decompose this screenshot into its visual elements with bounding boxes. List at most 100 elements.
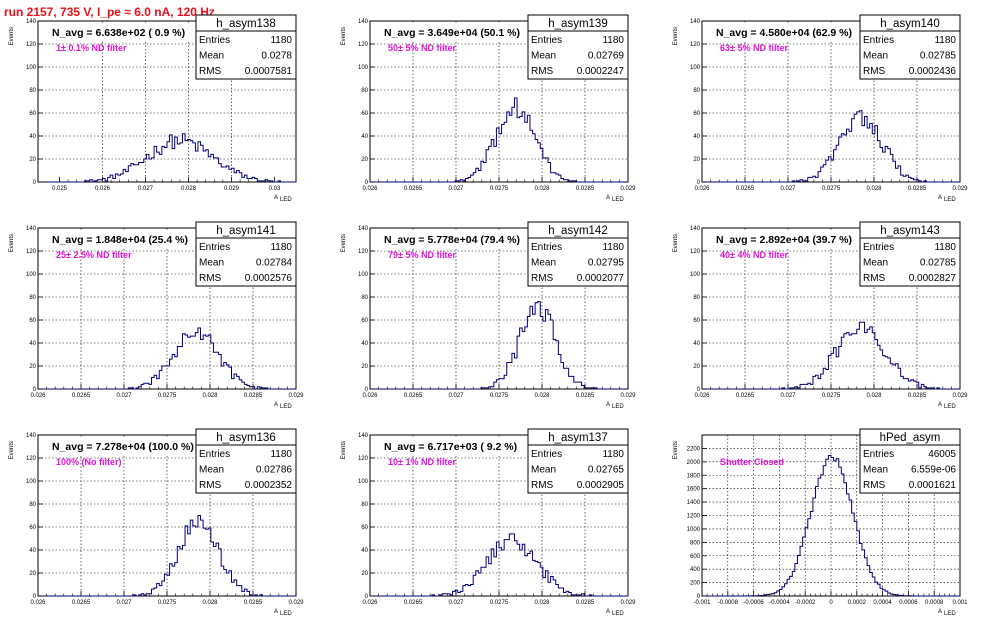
- x-tick-label: 0.026: [362, 600, 378, 606]
- x-tick-label: 0.027: [780, 186, 796, 192]
- y-tick-label: 80: [29, 295, 36, 301]
- y-tick-label: 60: [29, 111, 36, 117]
- x-tick-label: 0.029: [620, 186, 636, 192]
- x-axis-label-sub: LED: [280, 611, 292, 617]
- y-tick-label: 40: [693, 134, 700, 140]
- filter-label: 63± 5% ND filter: [720, 43, 788, 53]
- x-tick-label: 0.0275: [490, 186, 509, 192]
- x-tick-label: 0.0275: [490, 600, 509, 606]
- stats-key: Mean: [199, 465, 224, 476]
- stats-title: hPed_asym: [880, 432, 941, 444]
- stats-key: Mean: [199, 258, 224, 269]
- stats-key: RMS: [863, 273, 886, 284]
- filter-label: 25± 2.5% ND filter: [56, 250, 132, 260]
- y-tick-label: 2200: [687, 446, 701, 452]
- histogram-line: [702, 321, 960, 390]
- y-tick-label: 100: [26, 479, 37, 485]
- stats-key: Entries: [531, 35, 562, 46]
- navg-label: N_avg = 7.278e+04 (100.0 %): [52, 441, 194, 453]
- panel-h_asym138: 0.025 0.026 0.027 0.028 0.029 0.03 0 20 40 60 80 10…: [9, 14, 297, 203]
- x-tick-label: 0.026: [694, 393, 710, 399]
- x-tick-label: 0.001: [952, 600, 968, 606]
- filter-label: 40± 4% ND filter: [720, 250, 788, 260]
- navg-box: [714, 230, 886, 247]
- stats-key: Entries: [531, 449, 562, 460]
- stats-key: Mean: [531, 258, 556, 269]
- stats-value: 0.0001621: [909, 480, 957, 491]
- filter-label: 1± 0.1% ND filter: [56, 43, 127, 53]
- y-tick-label: 20: [29, 157, 36, 163]
- y-tick-label: 0: [365, 387, 369, 393]
- x-tick-label: 0.0265: [736, 186, 755, 192]
- x-axis-label: A: [938, 402, 942, 408]
- stats-key: Mean: [531, 51, 556, 62]
- x-axis-label: A: [274, 195, 278, 201]
- y-tick-label: 140: [26, 19, 37, 25]
- filter-label: 79± 5% ND filter: [388, 250, 456, 260]
- y-tick-label: 0: [697, 387, 701, 393]
- run-title: run 2157, 735 V, I_pe ≈ 6.0 nA, 120 Hz: [4, 5, 215, 19]
- y-tick-label: 20: [361, 364, 368, 370]
- y-axis-label: Events: [673, 27, 679, 45]
- x-tick-label: -0.0002: [795, 600, 816, 606]
- x-tick-label: 0.027: [448, 186, 464, 192]
- stats-key: Entries: [531, 242, 562, 253]
- y-tick-label: 20: [361, 157, 368, 163]
- navg-box: [382, 437, 554, 454]
- x-tick-label: 0.0285: [908, 186, 927, 192]
- y-tick-label: 80: [693, 295, 700, 301]
- histogram-line: [370, 533, 628, 597]
- y-axis-label: Events: [341, 27, 347, 45]
- x-tick-label: 0.029: [288, 600, 304, 606]
- navg-label: N_avg = 3.649e+04 (50.1 %): [384, 27, 520, 39]
- x-tick-label: 0.0275: [158, 393, 177, 399]
- stats-key: RMS: [531, 66, 554, 77]
- y-tick-label: 80: [29, 502, 36, 508]
- stats-box: [527, 30, 629, 80]
- x-tick-label: 0.029: [620, 393, 636, 399]
- x-tick-label: 0.028: [534, 600, 550, 606]
- stats-key: Mean: [531, 465, 556, 476]
- x-tick-label: 0.0265: [404, 393, 423, 399]
- x-axis-label: A: [606, 609, 610, 615]
- panel-h_asym142: 0.026 0.0265 0.027 0.0275 0.028 0.0285 0.029 0 2…: [341, 221, 636, 410]
- y-tick-label: 100: [358, 272, 369, 278]
- stats-value: 0.02786: [256, 465, 293, 476]
- y-tick-label: 40: [693, 341, 700, 347]
- x-tick-label: 0.026: [694, 186, 710, 192]
- y-tick-label: 60: [361, 525, 368, 531]
- stats-title: h_asym137: [548, 432, 607, 444]
- x-tick-label: 0.0285: [576, 600, 595, 606]
- stats-box: [859, 30, 961, 80]
- y-axis-label: Events: [673, 441, 679, 459]
- y-tick-label: 80: [361, 295, 368, 301]
- stats-box: [859, 444, 961, 494]
- y-axis-label: Events: [9, 441, 15, 459]
- y-tick-label: 120: [26, 42, 37, 48]
- panel-h_asym139: 0.026 0.0265 0.027 0.0275 0.028 0.0285 0.029 0 2…: [341, 14, 636, 203]
- navg-label: N_avg = 6.717e+03 ( 9.2 %): [384, 441, 517, 453]
- navg-label: N_avg = 4.580e+04 (62.9 %): [716, 27, 852, 39]
- filter-label: 50± 5% ND filter: [388, 43, 456, 53]
- stats-title: h_asym138: [216, 18, 275, 30]
- y-tick-label: 120: [26, 249, 37, 255]
- y-axis-label: Events: [673, 234, 679, 252]
- stats-title: h_asym139: [548, 18, 607, 30]
- y-tick-label: 400: [690, 567, 701, 573]
- x-tick-label: 0.0275: [822, 186, 841, 192]
- x-tick-label: 0.029: [952, 393, 968, 399]
- y-tick-label: 1200: [687, 514, 701, 520]
- navg-box: [50, 437, 222, 454]
- panel-h_asym136: 0.026 0.0265 0.027 0.0275 0.028 0.0285 0.029 0 2…: [9, 428, 304, 617]
- x-tick-label: 0.027: [448, 600, 464, 606]
- stats-value: 0.02769: [588, 51, 625, 62]
- stats-value: 0.02785: [920, 258, 957, 269]
- x-tick-label: 0.0285: [908, 393, 927, 399]
- stats-value: 0.02784: [256, 258, 293, 269]
- stats-key: Entries: [863, 242, 894, 253]
- x-tick-label: -0.0008: [718, 600, 739, 606]
- panel-hPed_asym: -0.001 -0.0008 -0.0006 -0.0004 -0.0002 0 0.000…: [673, 428, 968, 617]
- y-tick-label: 1800: [687, 473, 701, 479]
- stats-title: h_asym143: [880, 225, 939, 237]
